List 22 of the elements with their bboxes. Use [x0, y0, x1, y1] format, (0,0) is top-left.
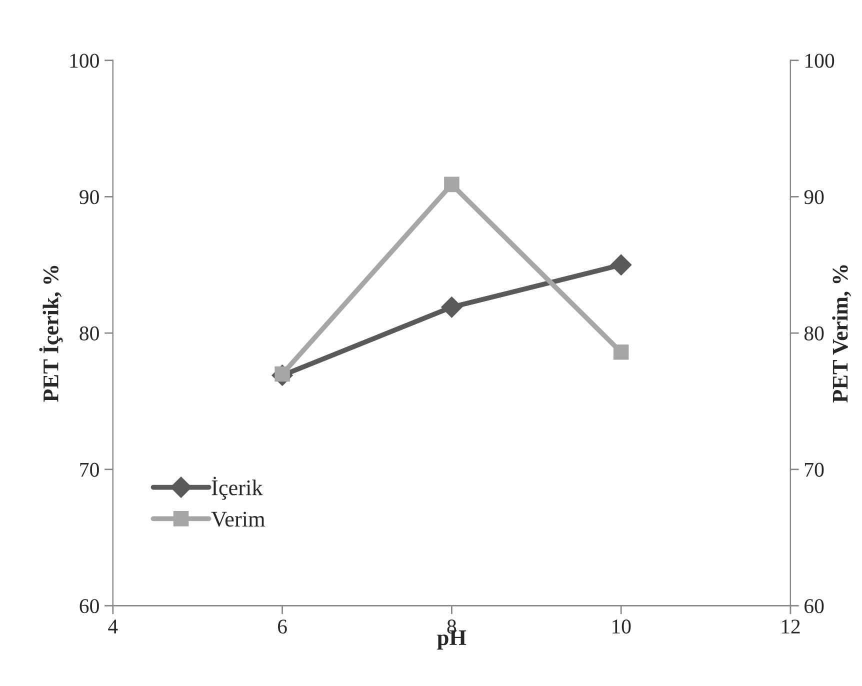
y2-tick-label: 100 [805, 54, 834, 68]
y-tick-label: 90 [80, 190, 99, 204]
y2-tick-label: 60 [804, 599, 824, 614]
x-tick-label: 4 [108, 620, 118, 634]
legend-label: İçerik [212, 476, 263, 500]
y2-axis-title: PET Verim, % [832, 265, 851, 403]
y2-tick-label: 70 [805, 462, 824, 477]
y-axis-title: PET İçerik, % [39, 266, 63, 402]
x-tick-label: 6 [278, 620, 287, 634]
y-tick-label: 70 [80, 462, 99, 477]
y-tick-label: 60 [80, 599, 99, 614]
y2-tick-label: 90 [804, 190, 824, 204]
x-tick-label: 12 [782, 620, 800, 634]
y-tick-label: 80 [80, 326, 99, 340]
point [613, 344, 629, 360]
point [610, 254, 632, 276]
point [441, 296, 462, 318]
y-tick-label: 100 [70, 54, 99, 68]
x-tick-label: 10 [612, 620, 631, 634]
y2-tick-label: 80 [804, 326, 824, 340]
point [444, 176, 460, 192]
legend-label: Verim [211, 512, 265, 527]
